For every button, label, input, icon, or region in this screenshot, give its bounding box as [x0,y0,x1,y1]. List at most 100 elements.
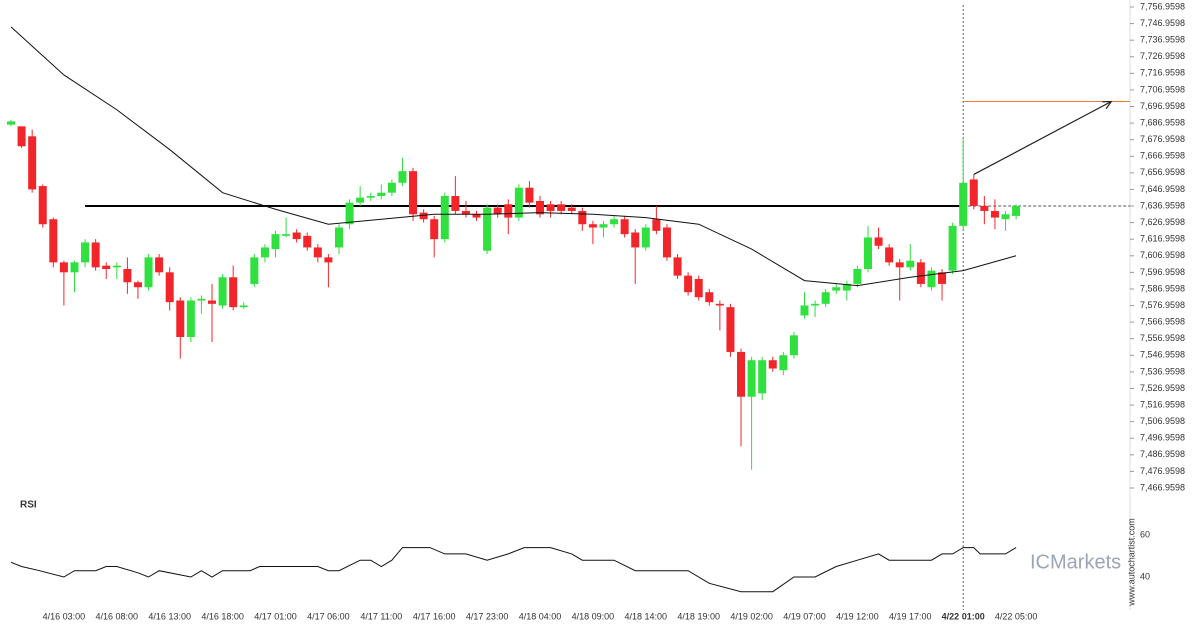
y-tick-label: 7,656.9598 [1140,167,1185,177]
candle-body [250,257,259,284]
candle-body [652,219,661,231]
candle-body [578,210,587,225]
x-tick-label: 4/18 04:00 [519,611,562,621]
candle-body [641,227,650,248]
candle-body [377,192,386,197]
y-tick-label: 7,556.9598 [1140,333,1185,343]
candle-body [662,227,671,258]
candle-body [483,207,492,251]
y-tick-label: 7,576.9598 [1140,300,1185,310]
x-tick-label: 4/19 07:00 [783,611,826,621]
forecast-arrow [973,100,1112,175]
x-tick-label: 4/18 14:00 [625,611,668,621]
candle-body [334,227,343,248]
x-tick-label: 4/18 09:00 [572,611,615,621]
x-tick-label: 4/16 13:00 [148,611,191,621]
y-tick-label: 7,616.9598 [1140,234,1185,244]
x-tick-label: 4/18 19:00 [677,611,720,621]
candle-body [842,283,851,291]
y-tick-label: 7,536.9598 [1140,366,1185,376]
y-tick-label: 7,696.9598 [1140,101,1185,111]
x-tick-label: 4/22 01:00 [942,611,985,621]
candle-body [694,278,703,298]
x-tick-label: 4/17 23:00 [466,611,509,621]
candle-body [938,272,947,284]
candle-body [747,360,756,397]
candle-body [260,247,269,258]
candle-body [186,300,195,337]
candle-body [123,268,132,283]
x-tick-label: 4/19 02:00 [730,611,773,621]
candle-body [1001,214,1010,220]
y-tick-label: 7,526.9598 [1140,383,1185,393]
candle-body [927,270,936,288]
candle-body [536,200,544,215]
candle-body [472,214,481,218]
candle-body [948,225,957,271]
candle-body [610,219,619,225]
candle-body [81,242,90,263]
x-tick-label: 4/19 12:00 [836,611,879,621]
candle-body [38,186,47,225]
y-tick-label: 7,716.9598 [1140,68,1185,78]
candle-body [800,305,809,316]
candle-body [292,232,301,240]
candle-body [525,187,534,203]
candle-body [451,196,460,211]
candle-body [737,351,746,397]
candle-body [980,205,989,211]
candle-body [197,298,206,301]
y-tick-label: 7,746.9598 [1140,18,1185,28]
candle-body [91,242,100,268]
y-tick-label: 7,706.9598 [1140,84,1185,94]
candle-body [59,262,68,273]
candle-body [599,224,608,228]
candle-body [546,204,555,211]
candle-body [789,335,798,356]
candle-body [218,277,227,306]
candle-body [779,355,788,371]
candle-body [885,247,894,263]
y-tick-label: 7,666.9598 [1140,151,1185,161]
y-tick-label: 7,606.9598 [1140,250,1185,260]
y-tick-label: 7,546.9598 [1140,350,1185,360]
rsi-line [10,547,1017,593]
candle-body [705,292,714,303]
candle-body [906,260,915,268]
y-tick-label: 7,686.9598 [1140,117,1185,127]
y-tick-label: 7,466.9598 [1140,482,1185,492]
candle-body [504,204,513,218]
y-tick-label: 7,476.9598 [1140,466,1185,476]
candle-body [959,182,968,226]
candle-body [49,219,58,263]
x-tick-label: 4/17 06:00 [307,611,350,621]
candle-body [969,179,978,206]
candle-body [440,196,449,240]
x-tick-label: 4/16 18:00 [201,611,244,621]
y-tick-label: 7,516.9598 [1140,399,1185,409]
candle-body [631,232,640,248]
candle-body [620,219,629,235]
candle-body [821,292,830,304]
candle-body [7,121,15,125]
x-tick-label: 4/17 11:00 [360,611,402,621]
candle-body [715,303,724,306]
candle-body [398,171,407,183]
rsi-tick-label: 60 [1140,529,1150,539]
y-tick-label: 7,586.9598 [1140,283,1185,293]
candle-body [916,262,925,284]
y-tick-label: 7,626.9598 [1140,217,1185,227]
y-tick-label: 7,646.9598 [1140,184,1185,194]
candle-body [208,300,217,304]
x-tick-label: 4/22 05:00 [995,611,1038,621]
candle-body [176,300,185,337]
candle-body [17,126,26,147]
x-tick-label: 4/17 16:00 [413,611,456,621]
candle-body [673,257,682,276]
candle-body [356,197,365,203]
y-tick-label: 7,636.9598 [1140,200,1185,210]
y-tick-label: 7,496.9598 [1140,433,1185,443]
candle-body [811,303,820,306]
